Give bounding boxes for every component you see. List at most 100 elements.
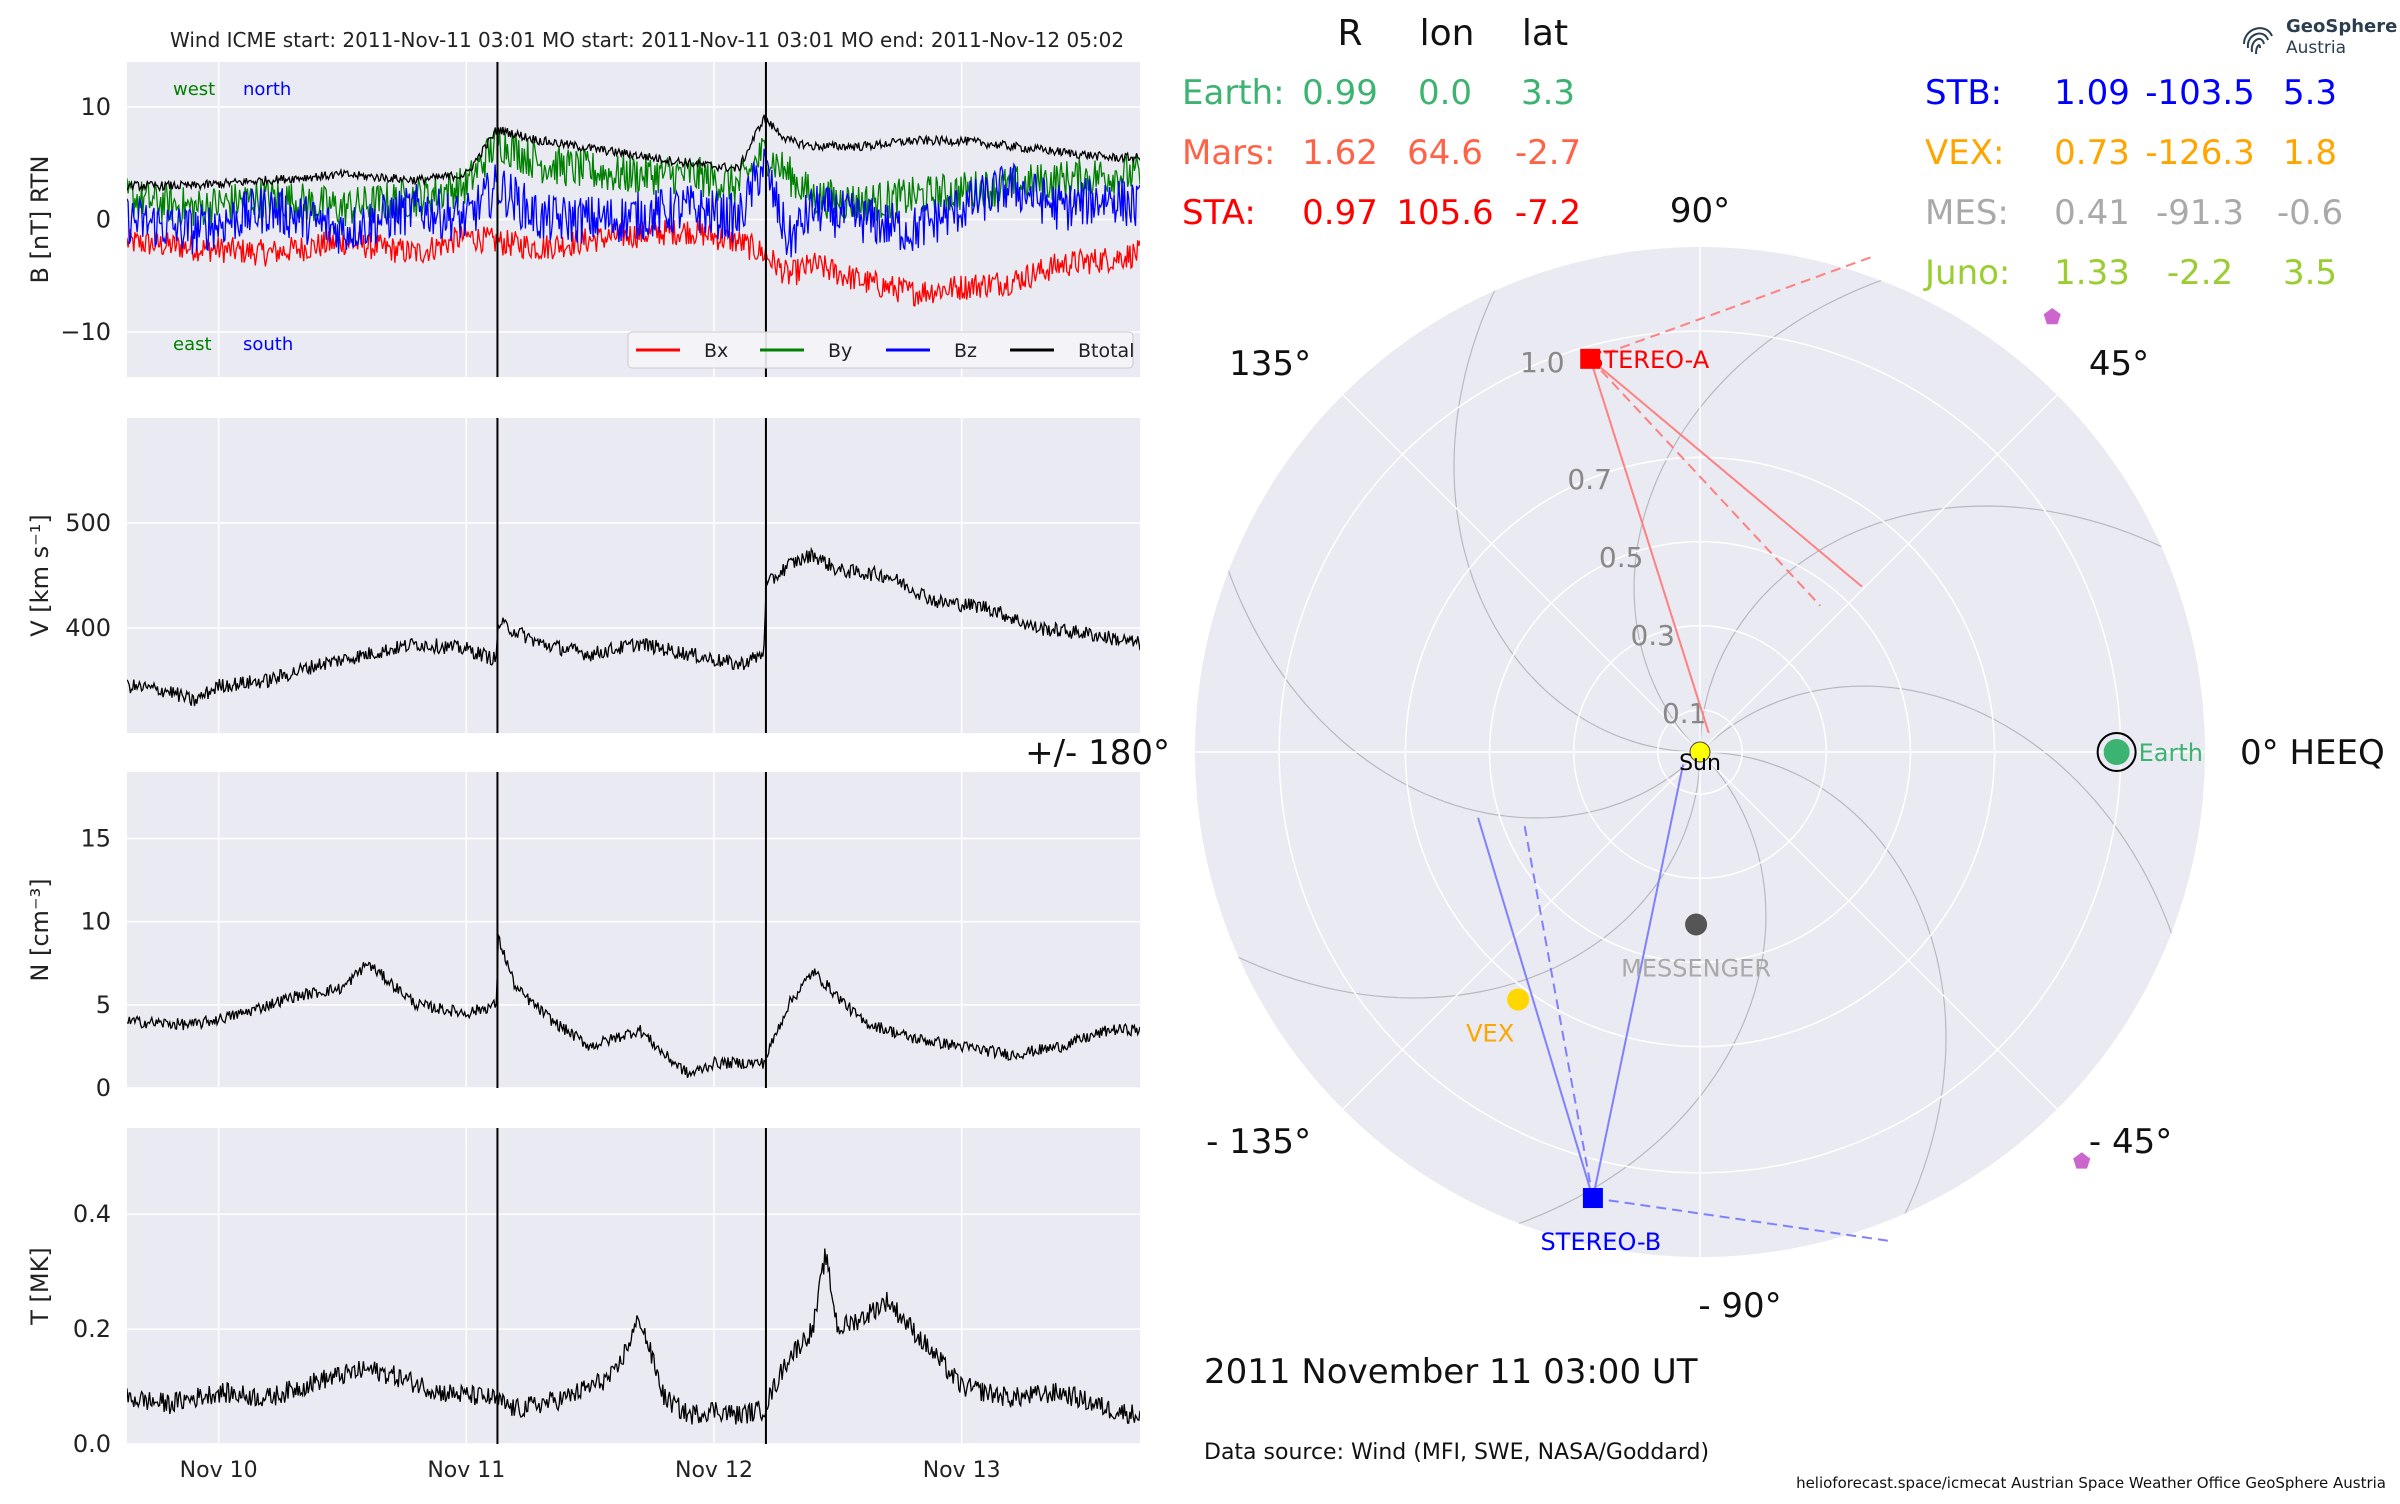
connection-line [1589,358,1863,588]
plot-title: Wind ICME start: 2011-Nov-11 03:01 MO st… [170,28,1125,52]
angle-label: 0° HEEQ [2240,733,2385,773]
y-tick-label: 0.4 [73,1200,111,1228]
connection-line [1477,817,1594,1199]
table-name: VEX: [1925,133,2005,173]
stereo-a-marker [1580,348,1601,369]
header-lon: lon [1420,13,1475,54]
geosphere-fingerprint-icon [2243,27,2273,55]
legend-label-btotal: Btotal [1078,340,1134,362]
table-lat: -0.6 [2277,193,2343,233]
table-r: 0.99 [1302,73,1378,113]
legend-label-bz: Bz [954,340,977,362]
circular-gridline [1657,709,1743,795]
table-lat: 3.5 [2283,253,2337,293]
table-r: 0.41 [2054,193,2130,233]
table-name: MES: [1925,193,2009,233]
messenger-marker [1685,913,1708,936]
stereo-b-label: STEREO-B [1541,1228,1662,1256]
parker-spiral [1699,751,1947,1257]
vex-marker [1507,988,1530,1011]
angle-label: 135° [1229,344,1311,384]
parker-spiral [1699,505,2205,753]
table-lon: 0.0 [1418,73,1472,113]
timeseries-panel-2: 15 10 5 0 N [cm⁻³] [26,772,1140,1102]
parker-spiral [1633,259,1958,753]
annotation-west: west [173,79,215,100]
connection-line-dashed [1589,254,1876,360]
table-lat: -7.2 [1515,193,1581,233]
table-r: 0.73 [2054,133,2130,173]
geosphere-logo: GeoSphere Austria [2236,12,2397,62]
x-tick-label: Nov 10 [180,1458,258,1483]
table-name: Mars: [1182,133,1275,173]
y-tick-label: 0 [96,1074,111,1102]
table-lon: -91.3 [2156,193,2244,233]
angle-label: - 135° [1206,1122,1311,1162]
parker-spiral [1195,751,1701,999]
table-lat: 5.3 [2283,73,2337,113]
parker-spiral [1699,685,2193,1010]
angle-label: +/- 180° [1025,733,1170,773]
panel-background [127,418,1140,733]
table-name: Juno: [1923,253,2010,293]
series-v [127,546,1140,707]
connection-line [1591,764,1685,1199]
series-t [127,1248,1140,1425]
header-lat: lat [1522,13,1568,54]
circular-gridline [1573,625,1827,879]
table-lat: 1.8 [2283,133,2337,173]
y-tick-label: 0.2 [73,1315,111,1343]
angle-label: - 45° [2089,1122,2172,1162]
y-tick-label: −10 [60,318,111,346]
table-lon: -103.5 [2145,73,2255,113]
position-date: 2011 November 11 03:00 UT [1204,1352,1698,1392]
table-lat: 3.3 [1521,73,1575,113]
panel-background [127,772,1140,1088]
parker-spiral [1442,751,1767,1245]
connection-line-dashed [1592,1197,1893,1243]
y-axis-label: V [km s⁻¹] [26,514,54,636]
earth-label: Earth [2139,739,2203,767]
circular-gridline [1404,456,1996,1048]
table-lat: -2.7 [1515,133,1581,173]
header-r: R [1337,13,1362,54]
table-lon: -2.2 [2167,253,2233,293]
juno-1-marker [2043,308,2061,325]
y-axis-label: N [cm⁻³] [26,878,54,981]
y-tick-label: 0.0 [73,1430,111,1458]
annotation-north: north [243,79,291,100]
series-btotal [127,114,1140,192]
legend-box [627,331,1134,369]
table-r: 0.97 [1302,193,1378,233]
stereo-a-label: STEREO-A [1588,346,1710,374]
footer-credits: helioforecast.space/icmecat Austrian Spa… [1796,1474,2386,1492]
parker-spiral [1207,494,1701,819]
sun-label: Sun [1679,751,1721,776]
series-by [127,127,1140,227]
legend-label-by: By [828,340,852,362]
y-tick-label: 400 [65,614,111,642]
table-r: 1.33 [2054,253,2130,293]
y-axis-label: T [MK] [26,1247,54,1325]
connection-line-dashed [1589,358,1821,607]
table-lon: -126.3 [2145,133,2255,173]
y-tick-label: 10 [80,908,111,936]
table-r: 1.62 [1302,133,1378,173]
y-tick-label: 15 [80,825,111,853]
radial-tick-label: 0.3 [1630,619,1675,652]
juno-2-marker [2073,1152,2091,1169]
angle-label: 45° [2089,344,2149,384]
timeseries-panel-0: 10 0 −10 B [nT] RTN west north east south Bx By Bz… [26,62,1140,377]
parker-spiral [1453,247,1701,753]
position-table-right: STB: 1.09 -103.5 5.3 VEX: 0.73 -126.3 1.8 MES: 0.… [1923,73,2343,293]
y-axis-label: B [nT] RTN [26,156,54,284]
table-name: STB: [1925,73,2002,113]
series-n [127,932,1140,1079]
earth-ring [2096,732,2137,772]
y-tick-label: 10 [80,93,111,121]
radial-tick-label: 0.5 [1599,541,1644,574]
x-tick-label: Nov 13 [923,1458,1001,1483]
